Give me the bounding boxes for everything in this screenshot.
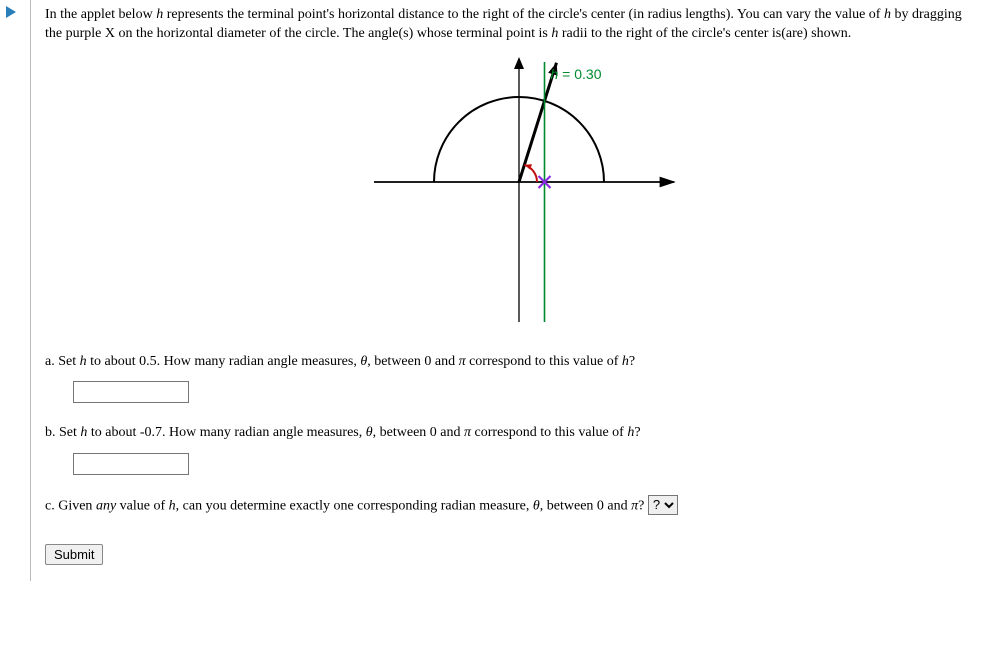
qa-h2: h <box>622 354 629 369</box>
qc-mid1: value of <box>116 498 168 513</box>
answer-c-wrap: ? <box>648 495 678 516</box>
submit-wrap: Submit <box>45 544 972 565</box>
intro-part-4: radii to the right of the circle's cente… <box>558 26 851 41</box>
answer-a-input[interactable] <box>73 381 189 403</box>
applet-diagram[interactable]: h = 0.30 <box>45 52 972 332</box>
question-b: b. Set h to about -0.7. How many radian … <box>45 423 972 443</box>
qb-theta: θ <box>366 425 373 440</box>
question-a: a. Set h to about 0.5. How many radian a… <box>45 352 972 372</box>
qc-prefix: c. Given <box>45 498 96 513</box>
qb-mid: to about -0.7. How many radian angle mea… <box>87 425 365 440</box>
expand-triangle-icon[interactable] <box>6 6 16 18</box>
answer-b-wrap <box>73 453 972 475</box>
qa-h: h <box>80 354 87 369</box>
circle-diagram-svg: h = 0.30 <box>319 52 699 327</box>
intro-var-h-2: h <box>884 7 891 22</box>
problem-container: In the applet below h represents the ter… <box>0 0 982 581</box>
qa-pi: π <box>459 354 466 369</box>
qc-any: any <box>96 498 116 513</box>
problem-content: In the applet below h represents the ter… <box>30 0 982 581</box>
answer-a-wrap <box>73 381 972 403</box>
submit-button[interactable]: Submit <box>45 544 103 565</box>
qc-h: h <box>169 498 176 513</box>
qc-tail: , between 0 and <box>540 498 631 513</box>
answer-c-select[interactable]: ? <box>648 495 678 515</box>
qb-tail: , between 0 and <box>373 425 464 440</box>
qa-tail: , between 0 and <box>367 354 458 369</box>
intro-part-2: represents the terminal point's horizont… <box>163 7 884 22</box>
qa-qmark: ? <box>629 354 635 369</box>
qc-mid2: , can you determine exactly one correspo… <box>176 498 533 513</box>
qb-end: correspond to this value of <box>471 425 627 440</box>
answer-b-input[interactable] <box>73 453 189 475</box>
question-c: c. Given any value of h, can you determi… <box>45 495 972 516</box>
qc-qmark: ? <box>638 498 644 513</box>
qb-prefix: b. Set <box>45 425 80 440</box>
intro-part-1: In the applet below <box>45 7 156 22</box>
qa-end: correspond to this value of <box>466 354 622 369</box>
h-value-label: h = 0.30 <box>550 66 601 82</box>
intro-text: In the applet below h represents the ter… <box>45 6 972 44</box>
qb-pi: π <box>464 425 471 440</box>
qa-prefix: a. Set <box>45 354 80 369</box>
qa-mid: to about 0.5. How many radian angle meas… <box>87 354 361 369</box>
expand-gutter <box>0 0 30 581</box>
qc-theta: θ <box>533 498 540 513</box>
qb-qmark: ? <box>634 425 640 440</box>
